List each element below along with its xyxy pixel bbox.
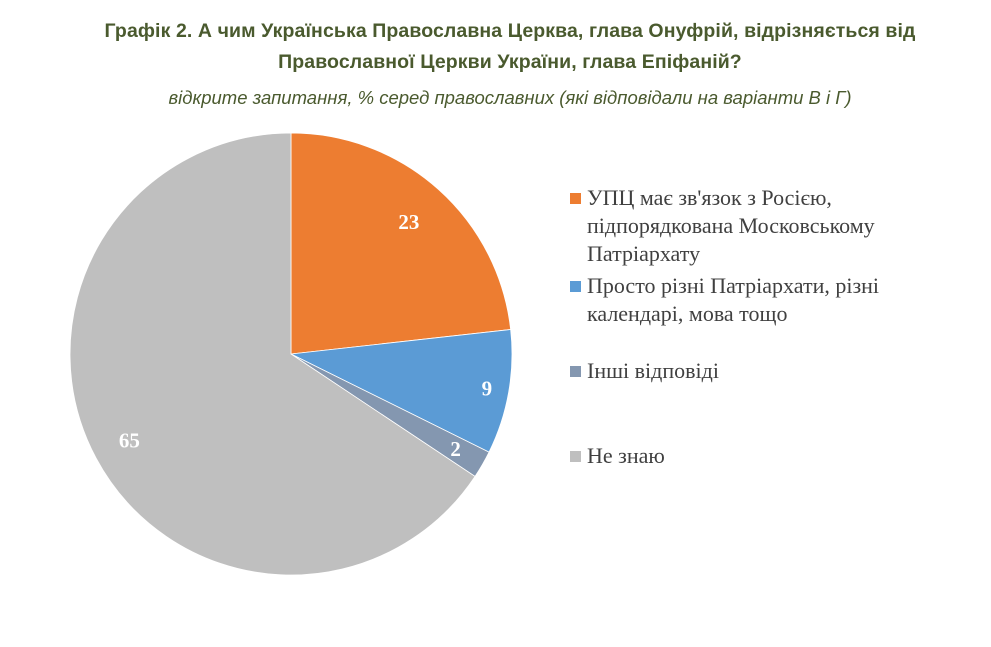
legend-label-line: підпорядкована Московському: [587, 213, 875, 238]
data-label: 2: [450, 437, 461, 461]
legend-label-line: Просто різні Патріархати, різні: [587, 273, 880, 298]
legend-swatch-orange: [570, 193, 581, 204]
legend-swatch-gray: [570, 451, 581, 462]
chart-title-line-2: Православної Церкви України, глава Епіфа…: [278, 51, 742, 73]
chart-title-line-1: Графік 2. А чим Українська Православна Ц…: [104, 20, 916, 42]
chart-title: Графік 2. А чим Українська Православна Ц…: [60, 16, 960, 78]
chart-subtitle: відкрите запитання, % серед православних…: [168, 87, 852, 108]
data-label: 65: [119, 429, 140, 453]
legend-label-line: Не знаю: [587, 443, 665, 468]
slice-dont-know: [69, 132, 476, 576]
data-label: 23: [398, 210, 419, 234]
legend-label-line: Патріархату: [587, 241, 701, 266]
legend-item-russia-link: УПЦ має зв'язок з Росією, підпорядкована…: [570, 184, 875, 268]
legend-label-line: календарі, мова тощо: [587, 301, 788, 326]
legend-item-other-answers: Інші відповіді: [570, 357, 719, 385]
legend-swatch-blue: [570, 281, 581, 292]
legend-label-line: УПЦ має зв'язок з Росією,: [587, 185, 832, 210]
legend-item-different-patriarchates: Просто різні Патріархати, різні календар…: [570, 272, 879, 328]
data-label: 9: [482, 377, 493, 401]
legend-label-line: Інші відповіді: [587, 358, 719, 383]
slice-russia-link: [290, 132, 512, 355]
legend-swatch-slate: [570, 366, 581, 377]
legend-item-dont-know: Не знаю: [570, 442, 665, 470]
slice-different-patriarchates: [289, 329, 513, 453]
